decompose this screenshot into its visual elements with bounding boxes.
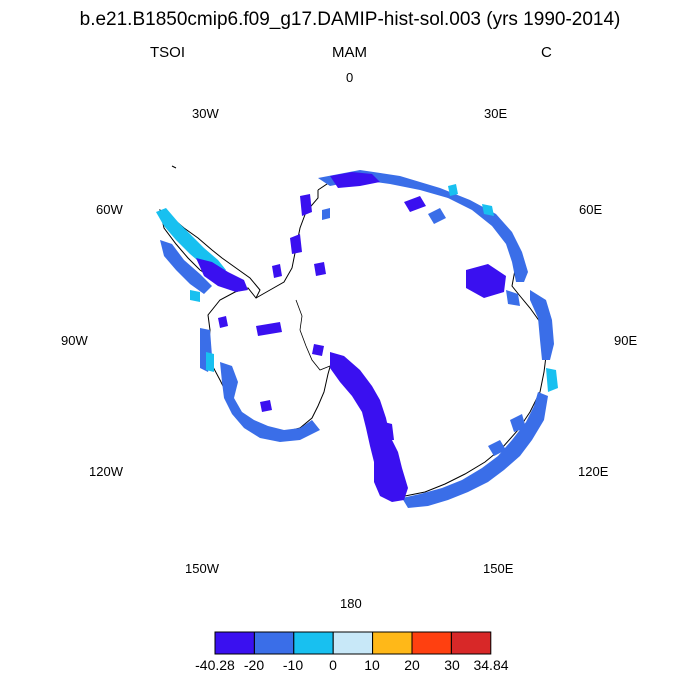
season-label: MAM xyxy=(332,44,367,61)
colorbar-label: 10 xyxy=(364,657,380,673)
lon-label-180: 180 xyxy=(340,596,362,611)
lon-label-0: 0 xyxy=(346,70,354,85)
lon-label-30w: 30W xyxy=(192,106,219,121)
colorbar-box xyxy=(332,631,374,655)
lon-label-150w: 150W xyxy=(185,561,219,576)
colorbar-box xyxy=(253,631,295,655)
lon-label-90w: 90W xyxy=(61,333,88,348)
colorbar-box xyxy=(372,631,413,655)
colorbar-label: 30 xyxy=(444,657,460,673)
colorbar-label: 34.84 xyxy=(473,657,509,673)
lon-label-120e: 120E xyxy=(578,464,609,479)
colorbar-label: -40.28 xyxy=(195,657,235,673)
lon-label-150e: 150E xyxy=(483,561,514,576)
colorbar-box xyxy=(214,631,255,655)
colorbar-label: 0 xyxy=(329,657,337,673)
colorbar-label: -10 xyxy=(282,657,304,673)
units-label: C xyxy=(541,44,552,61)
lon-label-90e: 90E xyxy=(614,333,638,348)
colorbar-label: 20 xyxy=(404,657,420,673)
lon-label-60w: 60W xyxy=(96,202,123,217)
lon-label-120w: 120W xyxy=(89,464,123,479)
plot-title: b.e21.B1850cmip6.f09_g17.DAMIP-hist-sol.… xyxy=(79,9,621,30)
colorbar-box xyxy=(450,631,492,655)
colorbar-label: -20 xyxy=(243,657,265,673)
colorbar-box xyxy=(293,631,334,655)
colorbar-box xyxy=(411,631,452,655)
lon-label-60e: 60E xyxy=(579,202,603,217)
data-cells xyxy=(156,170,558,508)
lon-label-30e: 30E xyxy=(484,106,508,121)
variable-label: TSOI xyxy=(150,44,186,61)
